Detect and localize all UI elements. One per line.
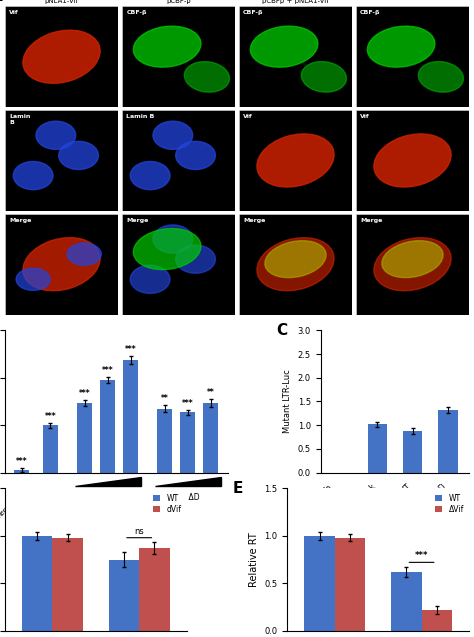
Text: Lamin
B: Lamin B	[9, 114, 31, 125]
Text: **: **	[207, 388, 214, 397]
Y-axis label: Mutant LTR-Luc: Mutant LTR-Luc	[283, 369, 292, 433]
Text: pNLA1-Vif: pNLA1-Vif	[45, 0, 79, 4]
Bar	[22, 536, 53, 631]
Bar	[15, 470, 29, 473]
Text: CBF-β: CBF-β	[243, 10, 264, 15]
Ellipse shape	[374, 238, 451, 290]
Ellipse shape	[367, 26, 435, 67]
Text: ***: ***	[102, 366, 113, 375]
Bar	[100, 380, 115, 473]
Bar	[421, 610, 452, 631]
Ellipse shape	[176, 245, 215, 273]
Ellipse shape	[301, 62, 346, 92]
Ellipse shape	[153, 225, 193, 253]
Ellipse shape	[130, 265, 170, 294]
Ellipse shape	[36, 121, 76, 150]
Bar	[180, 412, 195, 473]
Bar	[43, 425, 58, 473]
Text: Merge: Merge	[360, 218, 383, 223]
Bar	[203, 403, 218, 473]
Ellipse shape	[153, 121, 193, 150]
Text: ***: ***	[182, 399, 193, 408]
Text: ***: ***	[16, 457, 27, 466]
Text: A: A	[0, 0, 2, 4]
Ellipse shape	[133, 26, 201, 67]
Ellipse shape	[67, 243, 101, 265]
Bar	[403, 431, 422, 473]
Polygon shape	[155, 477, 220, 486]
Text: Vif ΔD: Vif ΔD	[176, 494, 200, 503]
Text: Vif: Vif	[360, 114, 370, 119]
Ellipse shape	[13, 161, 53, 190]
Text: ***: ***	[125, 345, 137, 354]
Ellipse shape	[16, 268, 50, 290]
Text: Merge: Merge	[243, 218, 265, 223]
Text: Lamin B: Lamin B	[126, 114, 155, 119]
Text: ***: ***	[79, 389, 91, 397]
Ellipse shape	[374, 134, 451, 187]
Text: Vif: Vif	[9, 10, 19, 15]
Text: ***: ***	[415, 552, 428, 561]
Bar	[139, 548, 170, 631]
Text: Vif: Vif	[243, 114, 253, 119]
Ellipse shape	[265, 241, 326, 278]
Text: C: C	[276, 323, 287, 338]
Text: No
Reporter: No Reporter	[0, 488, 22, 519]
Text: Merge: Merge	[9, 218, 32, 223]
Bar	[367, 424, 387, 473]
Text: CBF-β: CBF-β	[126, 10, 147, 15]
Text: CBF-β: CBF-β	[360, 10, 381, 15]
Ellipse shape	[133, 229, 201, 269]
Text: Vif WT: Vif WT	[95, 494, 120, 503]
Bar	[304, 536, 335, 631]
Ellipse shape	[184, 62, 229, 92]
Ellipse shape	[257, 238, 334, 290]
Ellipse shape	[257, 134, 334, 187]
Polygon shape	[75, 477, 140, 486]
Y-axis label: Relative RT: Relative RT	[249, 532, 259, 587]
Bar	[53, 538, 83, 631]
Text: ***: ***	[45, 412, 56, 421]
Text: pCBFβ + pNLA1-Vif: pCBFβ + pNLA1-Vif	[262, 0, 329, 4]
Ellipse shape	[418, 62, 464, 92]
Text: pCBF-β: pCBF-β	[166, 0, 191, 4]
Ellipse shape	[130, 161, 170, 190]
Ellipse shape	[59, 141, 99, 169]
Text: ns: ns	[134, 527, 144, 536]
Text: Mock: Mock	[33, 488, 50, 505]
Bar	[335, 538, 365, 631]
Text: Merge: Merge	[126, 218, 149, 223]
Bar	[77, 403, 92, 473]
Text: **: **	[161, 394, 169, 403]
Legend: WT, ΔVif: WT, ΔVif	[433, 492, 465, 515]
Bar	[109, 559, 139, 631]
Bar	[157, 408, 172, 473]
Ellipse shape	[23, 30, 100, 83]
Ellipse shape	[382, 241, 443, 278]
Ellipse shape	[176, 141, 215, 169]
Bar	[391, 572, 421, 631]
Ellipse shape	[23, 238, 100, 290]
Text: E: E	[232, 482, 243, 496]
Legend: WT, dVif: WT, dVif	[151, 492, 183, 515]
Ellipse shape	[250, 26, 318, 67]
Bar	[123, 360, 138, 473]
Bar	[438, 410, 458, 473]
